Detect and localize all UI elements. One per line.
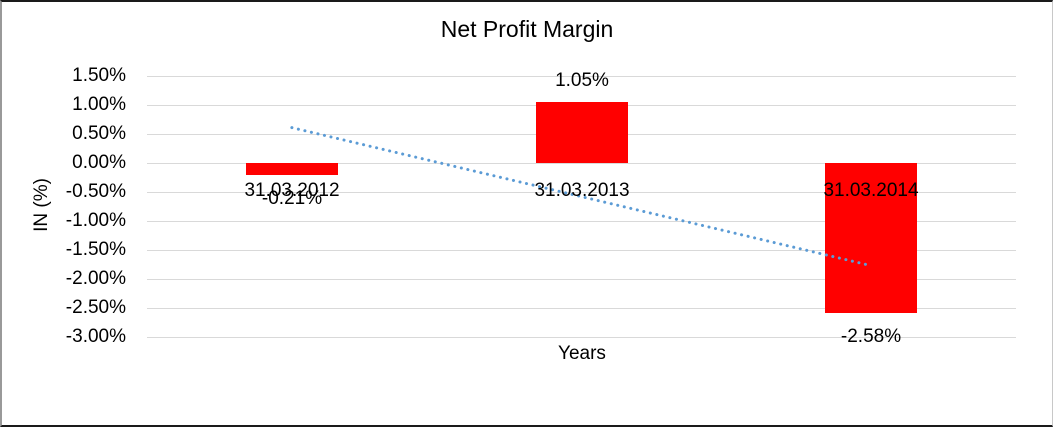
bar-31.03.2013 (536, 102, 628, 163)
category-label: 31.03.2012 (244, 180, 340, 201)
y-axis-tick-label: -2.50% (65, 297, 126, 318)
y-axis-tick-label: 0.00% (72, 152, 126, 173)
gridline (147, 308, 1016, 309)
y-axis-tick-label: 0.50% (72, 123, 126, 144)
gridline (147, 279, 1016, 280)
y-axis-tick-label: -2.00% (65, 268, 126, 289)
data-label: -2.58% (840, 326, 902, 347)
y-axis-tick-label: -1.00% (65, 210, 126, 231)
data-label: 1.05% (555, 70, 609, 91)
chart-title: Net Profit Margin (440, 16, 614, 42)
y-axis-tick-label: -1.50% (65, 239, 126, 260)
category-label: 31.03.2014 (823, 180, 919, 201)
data-label: -0.21% (261, 188, 323, 209)
y-axis-tick-label: 1.00% (72, 94, 126, 115)
gridline (147, 76, 1016, 77)
category-label: 31.03.2013 (534, 180, 630, 201)
x-axis-title: Years (558, 343, 606, 364)
bar-31.03.2012 (246, 163, 338, 175)
y-axis-tick-label: -0.50% (65, 181, 126, 202)
y-axis-tick-label: -3.00% (65, 326, 126, 347)
gridline (147, 337, 1016, 338)
y-axis-tick-label: 1.50% (72, 65, 126, 86)
